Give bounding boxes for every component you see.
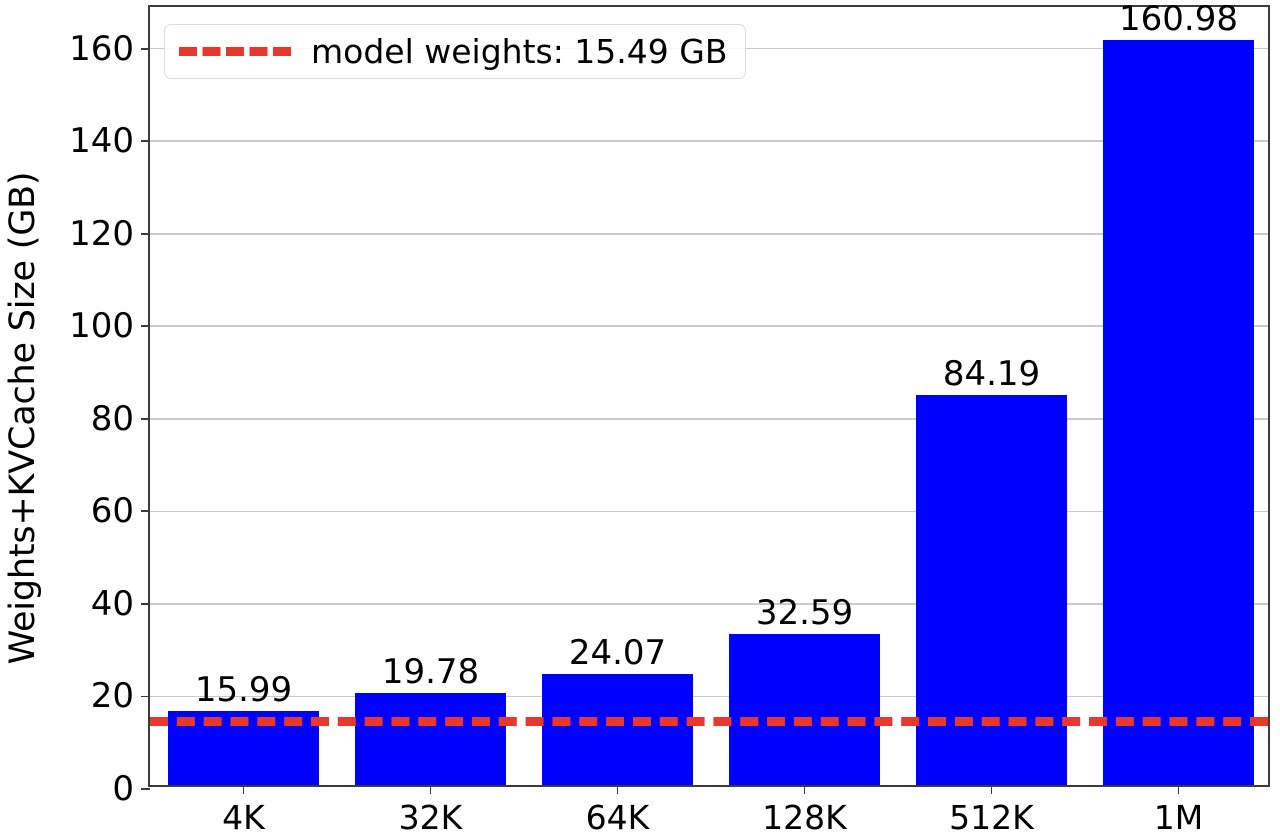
bar-value-label: 84.19: [942, 354, 1041, 395]
y-tick-label: 80: [90, 398, 134, 439]
x-tick-mark: [242, 785, 245, 794]
x-tick-mark: [803, 785, 806, 794]
y-tick-mark: [141, 603, 150, 605]
y-tick-mark: [141, 510, 150, 513]
bar-value-label: 15.99: [194, 670, 293, 710]
bar-value-label: 32.59: [755, 593, 854, 634]
gridline: [150, 603, 1268, 605]
bar[interactable]: [541, 673, 694, 785]
gridline: [150, 140, 1268, 142]
y-tick-mark: [141, 788, 150, 790]
bar[interactable]: [354, 693, 507, 785]
y-tick-label: 20: [90, 676, 134, 717]
bar-value-label: 19.78: [381, 652, 480, 693]
y-tick-label: 100: [69, 306, 134, 347]
y-tick-label: 160: [69, 28, 134, 69]
gridline: [150, 232, 1268, 235]
x-tick-label: 128K: [762, 798, 847, 837]
y-tick-label: 40: [90, 583, 134, 624]
plot-area: 0 20 40 60 80 100 120 140 160 15.99 19.78 24.07 32.…: [69, 0, 1270, 834]
y-tick-label: 60: [90, 491, 134, 532]
x-tick-mark: [429, 785, 432, 794]
y-tick-mark: [141, 47, 150, 50]
x-tick-label: 1M: [1153, 798, 1204, 837]
x-tick-label: 64K: [585, 798, 650, 837]
y-tick-mark: [141, 232, 150, 235]
x-tick-label: 4K: [222, 798, 265, 837]
gridline: [150, 510, 1268, 513]
bar[interactable]: [728, 634, 881, 785]
legend-dashed-line-icon: [179, 47, 291, 56]
bar[interactable]: [915, 395, 1068, 785]
bar-value-label: 24.07: [568, 632, 667, 673]
x-tick-label: 512K: [949, 798, 1034, 837]
legend-label: model weights: 15.49 GB: [311, 32, 728, 71]
x-tick-mark: [990, 785, 993, 794]
gridline: [150, 325, 1268, 328]
y-tick-mark: [141, 417, 150, 420]
y-tick-mark: [141, 325, 150, 328]
legend: model weights: 15.49 GB: [164, 24, 747, 79]
y-axis-title: Weights+KVCache Size (GB): [3, 171, 43, 665]
bar-value-label: 160.98: [1119, 0, 1238, 40]
x-tick-mark: [616, 785, 619, 794]
y-tick-label: 0: [112, 769, 134, 809]
gridline: [150, 418, 1268, 420]
x-tick-mark: [1177, 785, 1180, 794]
y-tick-label: 120: [69, 213, 134, 254]
bar[interactable]: [1102, 40, 1255, 785]
y-tick-label: 140: [69, 121, 134, 162]
y-tick-mark: [141, 140, 150, 143]
gridline: [150, 695, 1268, 698]
x-tick-label: 32K: [398, 798, 463, 837]
y-tick-mark: [141, 695, 150, 698]
model-weights-threshold-line: [150, 717, 1268, 727]
